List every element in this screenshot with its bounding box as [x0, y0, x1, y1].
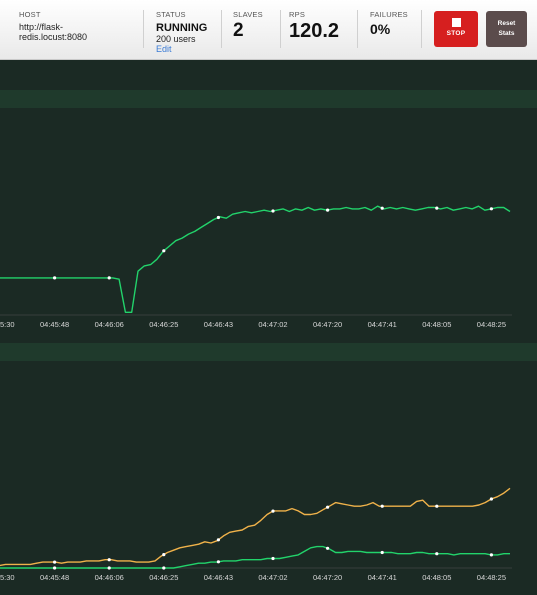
stop-square-icon: [451, 18, 461, 27]
edit-link[interactable]: Edit: [156, 44, 172, 54]
series-line: [0, 545, 510, 569]
response-time-chart: 5:30 04:45:48 04:46:06 04:46:25 04:46:43 04:4…: [0, 487, 512, 582]
data-point: [53, 566, 57, 570]
reset-button-label-line1: Reset: [497, 20, 516, 27]
data-point: [162, 249, 166, 253]
x-tick-label: 04:45:48: [40, 573, 69, 582]
divider: [421, 10, 422, 48]
status-cell: STATUS RUNNING 200 users Edit: [156, 10, 220, 54]
status-state: RUNNING: [156, 22, 208, 34]
data-point: [107, 558, 111, 562]
x-tick-label: 04:47:02: [258, 573, 287, 582]
series-line: [0, 205, 511, 314]
x-tick-label: 04:47:41: [368, 573, 397, 582]
x-tick-label: 04:45:48: [40, 320, 69, 329]
failures-label: FAILURES: [370, 10, 408, 19]
rps-cell: RPS 120.2: [289, 10, 355, 43]
data-point: [380, 550, 384, 555]
data-point: [216, 560, 220, 564]
x-tick-label: 04:46:25: [149, 320, 178, 329]
stop-button-label: STOP: [446, 30, 466, 37]
data-point: [489, 207, 493, 211]
data-point: [53, 560, 57, 564]
stop-button[interactable]: STOP: [434, 11, 478, 47]
x-tick-label: 04:47:41: [368, 320, 397, 329]
data-point: [162, 553, 166, 557]
chart-title-band: [0, 343, 537, 361]
x-tick-label: 04:48:25: [477, 320, 506, 329]
data-point: [380, 504, 384, 508]
failures-value: 0%: [370, 21, 391, 37]
divider: [143, 10, 144, 48]
x-tick-label: 5:30: [0, 320, 15, 329]
host-value-line2: redis.locust:8080: [19, 32, 88, 42]
chart-title-band: [0, 90, 537, 108]
data-point: [271, 209, 275, 213]
host-cell: HOST http://flask- redis.locust:8080: [19, 10, 134, 42]
user-count: 200 users: [156, 34, 196, 44]
reset-stats-button[interactable]: Reset Stats: [486, 11, 527, 47]
data-point: [326, 208, 330, 212]
x-tick-label: 04:48:05: [422, 573, 451, 582]
x-tick-label: 04:46:06: [95, 573, 124, 582]
host-label: HOST: [19, 10, 41, 19]
data-point: [435, 552, 439, 556]
slaves-value: 2: [233, 20, 244, 41]
x-tick-label: 04:47:20: [313, 320, 342, 329]
stats-header: HOST http://flask- redis.locust:8080 STA…: [0, 0, 537, 60]
x-tick-label: 5:30: [0, 573, 15, 582]
x-tick-label: 04:46:06: [95, 320, 124, 329]
slaves-label: SLAVES: [233, 10, 263, 19]
data-point: [271, 509, 275, 513]
data-point: [489, 497, 493, 501]
data-point: [326, 546, 330, 550]
x-tick-label: 04:47:02: [258, 320, 287, 329]
data-point: [216, 538, 220, 542]
divider: [357, 10, 358, 48]
data-point: [380, 206, 384, 210]
data-point: [435, 504, 439, 508]
failures-cell: FAILURES 0%: [370, 10, 420, 37]
data-point: [53, 276, 57, 280]
x-tick-label: 04:46:43: [204, 320, 233, 329]
data-point: [489, 553, 493, 557]
x-tick-label: 04:46:25: [149, 573, 178, 582]
rps-value: 120.2: [289, 20, 340, 42]
data-point: [435, 206, 439, 210]
series-line: [0, 487, 511, 567]
x-tick-label: 04:48:25: [477, 573, 506, 582]
divider: [221, 10, 222, 48]
x-tick-label: 04:46:43: [204, 573, 233, 582]
data-point: [107, 566, 111, 570]
host-value-line1: http://flask-: [19, 22, 64, 32]
x-tick-label: 04:48:05: [422, 320, 451, 329]
reset-button-label-line2: Stats: [498, 30, 515, 37]
data-point: [326, 505, 330, 509]
data-point: [216, 215, 220, 220]
status-label: STATUS: [156, 10, 186, 19]
data-point: [271, 556, 275, 561]
slaves-cell: SLAVES 2: [233, 10, 288, 42]
rps-label: RPS: [289, 10, 306, 19]
rps-chart: 5:30 04:45:48 04:46:06 04:46:25 04:46:43 04:4…: [0, 205, 512, 329]
divider: [280, 10, 281, 48]
x-tick-label: 04:47:20: [313, 573, 342, 582]
data-point: [107, 276, 111, 280]
data-point: [162, 566, 166, 570]
